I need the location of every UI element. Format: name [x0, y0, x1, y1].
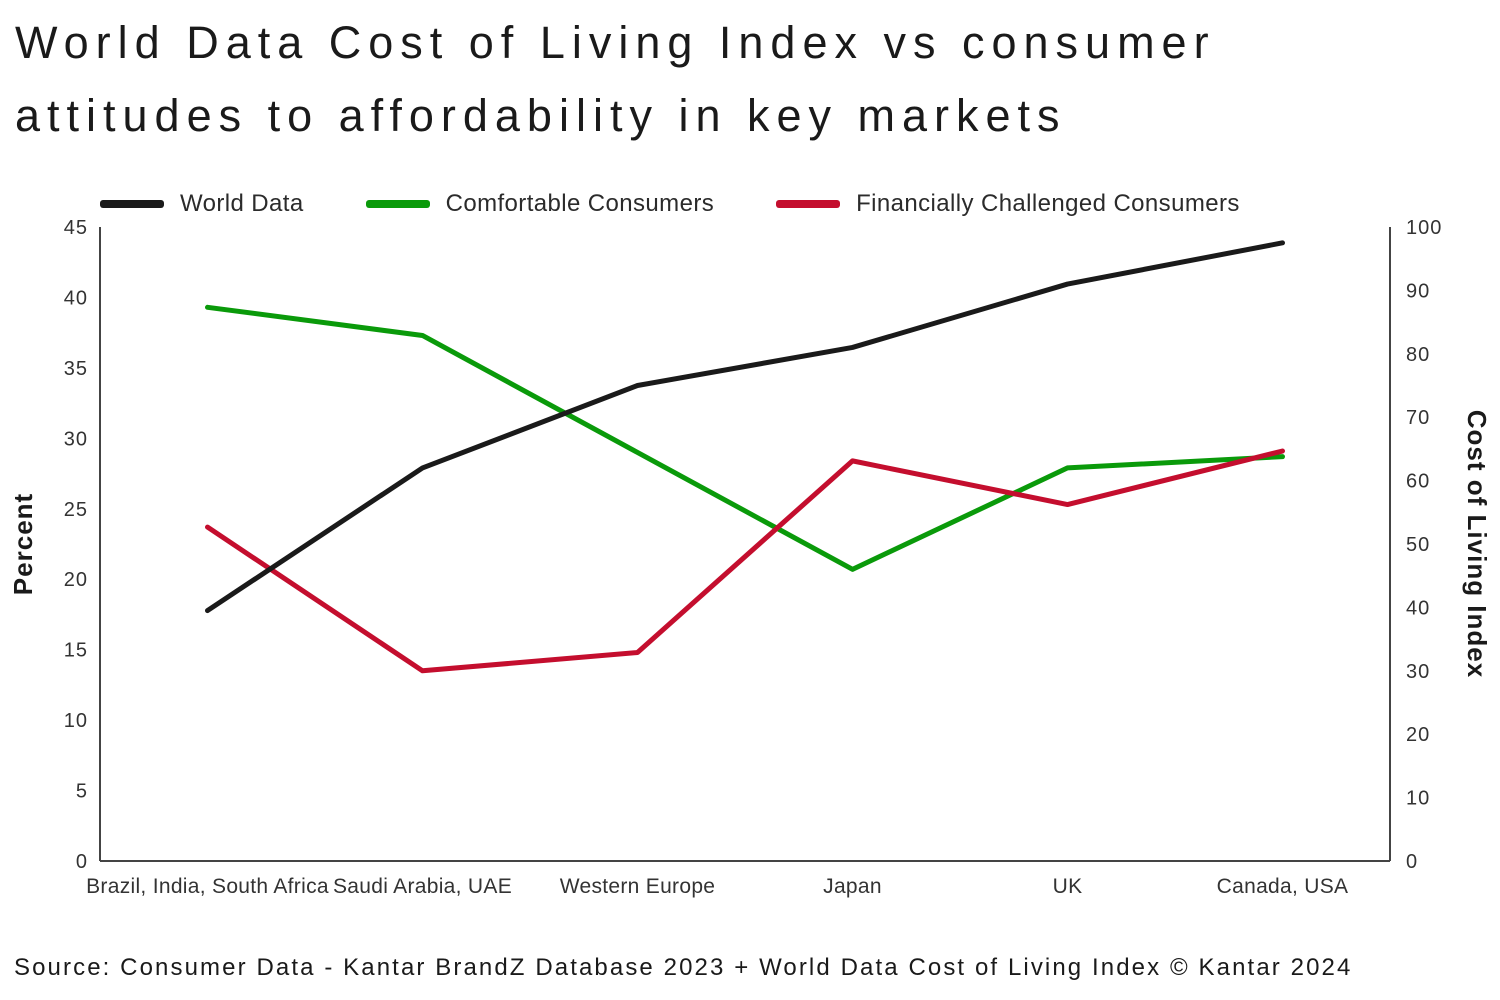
legend-label-comfortable-consumers: Comfortable Consumers — [445, 190, 715, 217]
x-axis-category-label: UK — [1053, 875, 1083, 898]
x-axis-category-label: Western Europe — [560, 875, 716, 898]
legend-label-financially-challenged: Financially Challenged Consumers — [856, 190, 1240, 217]
right-axis-tick-label: 100 — [1406, 217, 1442, 239]
right-axis-tick-label: 40 — [1406, 597, 1430, 619]
left-axis-tick-label: 0 — [76, 851, 88, 873]
left-axis-tick-label: 45 — [64, 217, 88, 239]
left-axis-tick-label: 20 — [64, 569, 88, 591]
left-axis-tick-label: 15 — [64, 640, 88, 662]
x-axis-category-label: Brazil, India, South Africa — [86, 875, 329, 898]
series-line-comfortable-consumers — [205, 304, 1285, 572]
x-axis-category-label: Japan — [823, 875, 882, 898]
right-axis-tick-label: 10 — [1406, 788, 1430, 810]
x-axis-category-label: Saudi Arabia, UAE — [333, 875, 512, 898]
legend-item-financially-challenged: Financially Challenged Consumers — [776, 190, 1240, 218]
series-line-world-data — [205, 240, 1285, 614]
source-attribution: Source: Consumer Data - Kantar BrandZ Da… — [14, 954, 1353, 981]
right-axis-tick-label: 30 — [1406, 661, 1430, 683]
right-axis-title: Cost of Living Index — [1462, 410, 1492, 678]
right-axis-tick-label: 70 — [1406, 407, 1430, 429]
right-axis-tick-label: 50 — [1406, 534, 1430, 556]
page-title: World Data Cost of Living Index vs consu… — [15, 17, 1216, 141]
right-axis-tick-label: 20 — [1406, 724, 1430, 746]
right-axis-tick-label: 90 — [1406, 280, 1430, 302]
legend-label-world-data: World Data — [180, 190, 304, 217]
right-axis-tick-label: 60 — [1406, 471, 1430, 493]
right-axis-tick-label: 0 — [1406, 851, 1418, 873]
right-axis-tick-label: 80 — [1406, 344, 1430, 366]
comfortable-consumers-line-swatch-icon — [365, 200, 430, 208]
series-line-financially-challenged-consumers — [205, 448, 1285, 674]
left-axis-tick-label: 25 — [64, 499, 88, 521]
left-axis-tick-label: 30 — [64, 428, 88, 450]
left-axis-title: Percent — [8, 493, 38, 595]
chart-legend: World Data Comfortable Consumers Financi… — [100, 190, 1240, 218]
legend-item-world-data: World Data — [100, 190, 304, 218]
left-axis-tick-label: 35 — [64, 358, 88, 380]
financially-challenged-line-swatch-icon — [776, 200, 841, 208]
legend-item-comfortable-consumers: Comfortable Consumers — [365, 190, 715, 218]
left-axis-tick-label: 10 — [64, 710, 88, 732]
x-axis-category-label: Canada, USA — [1217, 875, 1349, 898]
left-axis-tick-label: 40 — [64, 287, 88, 309]
left-axis-tick-label: 5 — [76, 781, 88, 803]
world-data-line-swatch-icon — [100, 200, 164, 208]
